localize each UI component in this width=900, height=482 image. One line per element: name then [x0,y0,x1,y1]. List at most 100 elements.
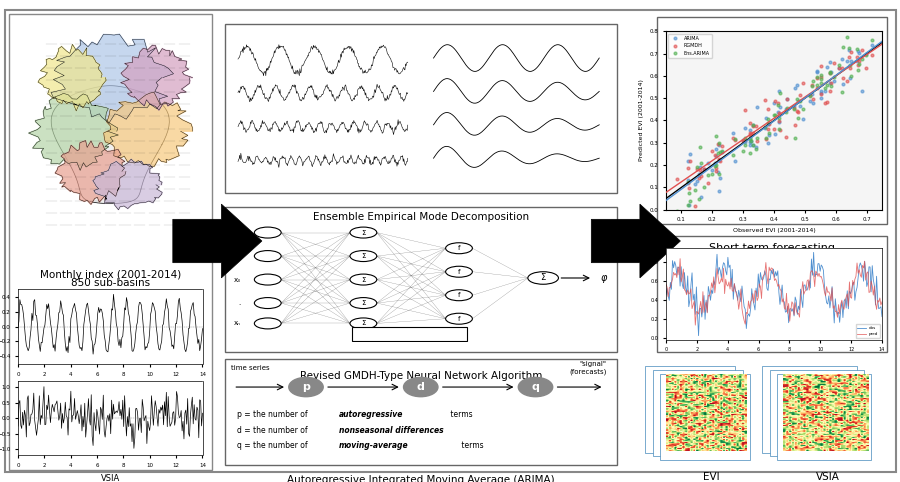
Point [841,57,855,65]
Point [835,43,850,51]
Point [746,129,760,137]
Point [742,134,757,142]
pred [860,277,871,283]
Point [835,88,850,95]
FancyBboxPatch shape [225,24,616,193]
Point [727,157,742,164]
Point [705,167,719,174]
Text: EVI: EVI [703,472,719,482]
Point [832,61,846,69]
Point [859,65,873,72]
Point [761,106,776,113]
Text: Revised GMDH-Type Neural Network Algorithm: Revised GMDH-Type Neural Network Algorit… [300,371,542,381]
Polygon shape [29,94,118,170]
Point [851,57,866,65]
Point [780,95,795,103]
Point [746,142,760,149]
Point [690,177,705,185]
Text: x₃: x₃ [234,277,241,282]
Circle shape [446,313,472,324]
Point [768,97,782,105]
Point [803,93,817,100]
obs [808,250,819,255]
Point [772,126,787,134]
FancyBboxPatch shape [762,366,857,453]
Point [824,68,838,76]
Text: autoregressive: autoregressive [338,410,403,419]
Point [709,152,724,160]
Ellipse shape [403,377,438,397]
Point [835,74,850,81]
Point [697,165,711,173]
Point [736,136,751,144]
Point [832,64,846,71]
Point [738,136,752,144]
Point [737,141,751,149]
Circle shape [527,272,558,284]
Point [805,82,819,90]
Text: x₂: x₂ [234,253,241,259]
Circle shape [350,274,377,285]
Text: f: f [458,245,460,251]
Point [788,134,803,141]
X-axis label: EVI: EVI [104,382,117,391]
Point [823,87,837,95]
Point [771,99,786,107]
FancyBboxPatch shape [352,327,466,341]
FancyBboxPatch shape [225,207,616,352]
Point [826,59,841,67]
Point [761,119,776,127]
Ellipse shape [518,377,553,397]
Text: Σ: Σ [361,321,365,326]
Point [712,156,726,163]
Point [835,64,850,71]
Point [742,126,757,134]
Point [759,135,773,143]
Point [772,114,787,122]
Text: terms: terms [447,410,473,419]
Polygon shape [121,45,193,110]
Point [727,136,742,144]
Point [850,66,865,73]
Point [820,81,834,89]
Point [843,61,858,68]
pred [703,293,714,298]
Point [780,105,795,112]
Point [749,144,763,151]
Circle shape [446,243,472,254]
Point [810,67,824,75]
Point [842,46,856,54]
Text: terms: terms [459,441,483,450]
Text: Σ: Σ [361,253,365,259]
Point [820,98,834,106]
Point [681,164,696,172]
Legend: ARIMA, RGMDH, Ens.ARIMA: ARIMA, RGMDH, Ens.ARIMA [669,34,712,57]
Point [758,124,772,132]
Point [708,146,723,153]
Point [772,103,787,110]
Point [749,145,763,153]
Point [681,184,696,192]
Text: x₁: x₁ [234,229,241,236]
Point [806,77,821,85]
Point [791,114,806,122]
Point [743,141,758,148]
Text: q = the number of: q = the number of [238,441,310,450]
Point [835,80,850,88]
Text: .: . [238,300,241,306]
obs [673,265,684,270]
Point [835,55,850,63]
Point [715,147,729,155]
Point [843,48,858,56]
Point [814,87,828,94]
Point [826,77,841,84]
Point [681,179,696,187]
Point [725,134,740,141]
Point [762,131,777,139]
Point [693,143,707,150]
Point [790,95,805,103]
Point [796,105,810,112]
Point [688,180,702,188]
Text: Monthly index (2001-2014): Monthly index (2001-2014) [40,270,181,280]
Point [814,72,829,80]
